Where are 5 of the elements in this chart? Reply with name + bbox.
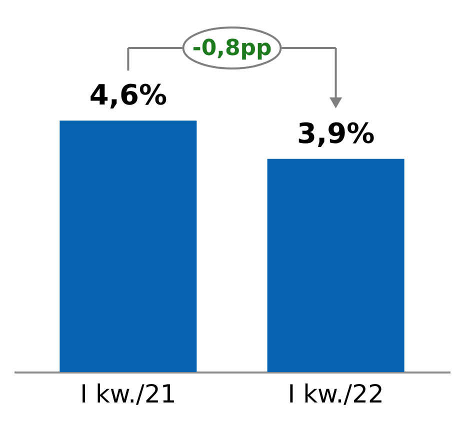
x-tick-label: I kw./21 [80, 380, 176, 408]
data-label: 3,9% [296, 116, 375, 150]
x-tick-label: I kw./22 [288, 380, 384, 408]
text: -0,8pp [192, 36, 272, 61]
data-label: 4,6% [89, 78, 168, 112]
